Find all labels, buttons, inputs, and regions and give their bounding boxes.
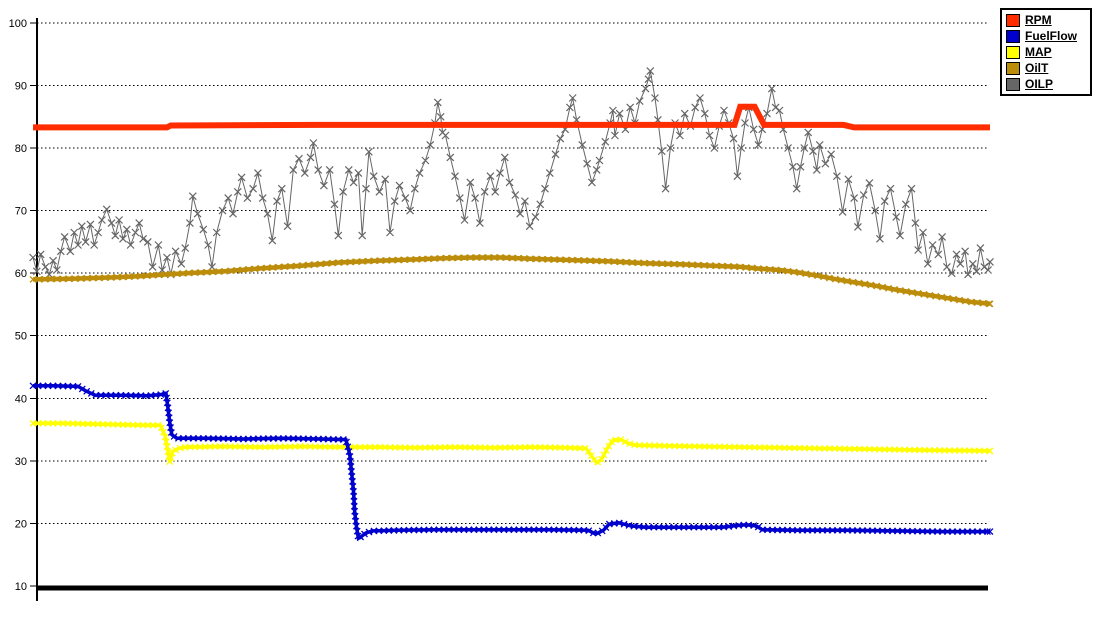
legend: RPM FuelFlow MAP OilT OILP bbox=[1000, 8, 1092, 96]
legend-label-rpm: RPM bbox=[1025, 13, 1052, 27]
y-tick-label: 40 bbox=[15, 393, 27, 405]
legend-item-map[interactable]: MAP bbox=[1006, 44, 1087, 60]
y-tick-label: 20 bbox=[15, 518, 27, 530]
y-tick-label: 80 bbox=[15, 143, 27, 155]
series-OilT bbox=[29, 254, 994, 308]
legend-swatch-oilt bbox=[1006, 61, 1020, 75]
legend-item-oilt[interactable]: OilT bbox=[1006, 60, 1087, 76]
series-MAP bbox=[29, 419, 994, 466]
series-OILP bbox=[29, 67, 994, 279]
y-tick-label: 90 bbox=[15, 81, 27, 93]
legend-label-oilp: OILP bbox=[1025, 77, 1054, 91]
series-RPM bbox=[33, 103, 990, 131]
legend-item-rpm[interactable]: RPM bbox=[1006, 12, 1087, 28]
legend-swatch-fuelflow bbox=[1006, 29, 1020, 43]
legend-label-map: MAP bbox=[1025, 45, 1052, 59]
legend-swatch-map bbox=[1006, 45, 1020, 59]
legend-label-fuelflow: FuelFlow bbox=[1025, 29, 1077, 43]
y-tick-label: 70 bbox=[15, 206, 27, 218]
series-FuelFlow bbox=[29, 382, 994, 542]
legend-item-fuelflow[interactable]: FuelFlow bbox=[1006, 28, 1087, 44]
legend-swatch-oilp bbox=[1006, 77, 1020, 91]
legend-label-oilt: OilT bbox=[1025, 61, 1049, 75]
y-tick-label: 30 bbox=[15, 456, 27, 468]
y-tick-label: 100 bbox=[9, 18, 27, 30]
y-tick-label: 60 bbox=[15, 268, 27, 280]
y-tick-label: 10 bbox=[15, 581, 27, 593]
legend-item-oilp[interactable]: OILP bbox=[1006, 76, 1087, 92]
legend-swatch-rpm bbox=[1006, 13, 1020, 27]
y-grid-and-ticks: 100 90 80 70 60 50 40 30 20 10 bbox=[9, 18, 988, 593]
y-tick-label: 50 bbox=[15, 331, 27, 343]
